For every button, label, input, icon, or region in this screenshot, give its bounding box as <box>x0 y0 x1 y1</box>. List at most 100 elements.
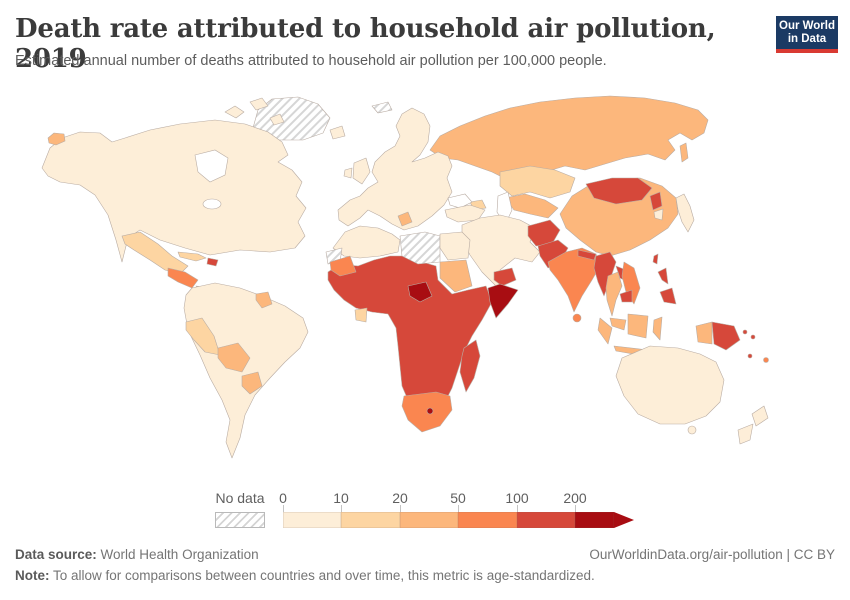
legend-tick-mark <box>458 505 459 512</box>
region-iceland[interactable] <box>329 125 346 140</box>
hudson-bay <box>194 149 229 183</box>
region-mauritania[interactable] <box>329 255 357 277</box>
region-north-africa-west[interactable] <box>332 225 401 259</box>
region-south-america[interactable] <box>183 282 309 459</box>
data-source-line: Data source: World Health Organization <box>15 547 259 562</box>
region-south-korea[interactable] <box>653 208 664 221</box>
region-egypt[interactable] <box>439 231 471 261</box>
legend-tick-mark <box>575 505 576 512</box>
region-north-america[interactable] <box>41 119 307 263</box>
region-nepal[interactable] <box>577 249 597 261</box>
legend-arrow-tip <box>614 512 634 528</box>
legend-tick-label: 10 <box>333 490 349 506</box>
note-value: To allow for comparisons between countri… <box>49 568 595 583</box>
region-middle-east[interactable] <box>461 214 541 289</box>
legend-color-segment[interactable] <box>283 512 341 528</box>
black-sea <box>447 193 473 209</box>
region-central-asia[interactable] <box>504 193 559 219</box>
region-solomon-islands[interactable] <box>742 329 748 335</box>
legend-tick-label: 20 <box>392 490 408 506</box>
region-hispaniola[interactable] <box>206 257 219 267</box>
region-sudan[interactable] <box>439 259 473 293</box>
legend-no-data-label: No data <box>215 490 265 506</box>
region-australia[interactable] <box>615 345 725 425</box>
region-philippines[interactable] <box>657 267 669 285</box>
region-tasmania[interactable] <box>687 425 697 435</box>
owid-attribution-link[interactable]: OurWorldinData.org/air-pollution | CC BY <box>589 547 835 562</box>
region-japan[interactable] <box>675 193 695 233</box>
region-philippines[interactable] <box>659 287 677 305</box>
region-kazakhstan[interactable] <box>499 165 576 199</box>
owid-logo-line2: in Data <box>787 33 827 45</box>
region-russia[interactable] <box>429 95 709 189</box>
legend-color-segment[interactable] <box>575 512 614 528</box>
region-india[interactable] <box>547 247 601 313</box>
region-indonesia[interactable] <box>627 313 649 339</box>
region-balkans[interactable] <box>397 211 413 227</box>
footer: Data source: World Health Organization O… <box>15 547 835 583</box>
region-mongolia[interactable] <box>585 177 653 205</box>
owid-logo[interactable]: Our World in Data <box>776 16 838 53</box>
region-somalia[interactable] <box>487 283 519 319</box>
region-new-zealand[interactable] <box>737 423 754 445</box>
legend-color-segment[interactable] <box>517 512 575 528</box>
note-label: Note: <box>15 568 50 583</box>
region-west-papua[interactable] <box>695 321 713 345</box>
region-uk[interactable] <box>352 157 371 185</box>
legend-tick-mark <box>400 505 401 512</box>
region-paraguay[interactable] <box>241 371 263 395</box>
region-indonesia[interactable] <box>597 317 613 345</box>
legend-tick-label: 100 <box>505 490 529 506</box>
region-north-korea[interactable] <box>649 191 663 211</box>
region-gabon[interactable] <box>354 307 368 323</box>
region-bolivia[interactable] <box>217 342 251 373</box>
region-vietnam[interactable] <box>621 261 641 305</box>
great-lakes <box>202 198 222 210</box>
region-sakhalin[interactable] <box>679 142 689 163</box>
region-taiwan[interactable] <box>652 253 659 265</box>
region-chukotka[interactable] <box>47 132 66 146</box>
region-thailand[interactable] <box>605 271 623 317</box>
legend-color-segment[interactable] <box>458 512 517 528</box>
owid-logo-accent-bar <box>776 49 838 53</box>
legend-tick-mark <box>283 505 284 512</box>
legend-tick-label: 0 <box>279 490 287 506</box>
region-ireland[interactable] <box>343 167 353 179</box>
region-malaysia[interactable] <box>609 317 627 331</box>
region-vanuatu[interactable] <box>747 353 753 359</box>
region-svalbard[interactable] <box>371 101 393 114</box>
region-papua-new-guinea[interactable] <box>711 321 741 351</box>
legend-no-data-swatch[interactable] <box>215 512 265 528</box>
data-source-value: World Health Organization <box>96 547 259 562</box>
data-source-label: Data source: <box>15 547 97 562</box>
region-arctic-islands[interactable] <box>249 97 269 111</box>
page-title: Death rate attributed to household air p… <box>15 14 716 74</box>
region-europe[interactable] <box>337 107 453 231</box>
world-choropleth-map <box>41 95 769 459</box>
region-indonesia[interactable] <box>652 316 663 341</box>
region-central-african-republic[interactable] <box>407 281 433 303</box>
legend-tick-label: 200 <box>563 490 587 506</box>
region-solomon-islands[interactable] <box>750 334 756 340</box>
map-legend: No data 0 10 20 50 100 200 <box>0 490 850 532</box>
region-sri-lanka[interactable] <box>572 313 582 323</box>
owid-logo-box: Our World in Data <box>776 16 838 49</box>
legend-color-segment[interactable] <box>400 512 458 528</box>
legend-tick-mark <box>517 505 518 512</box>
region-fiji[interactable] <box>763 357 769 363</box>
region-guyana[interactable] <box>255 291 273 309</box>
region-lesotho[interactable] <box>426 407 434 415</box>
region-arctic-islands[interactable] <box>224 105 245 119</box>
region-yemen[interactable] <box>493 267 517 287</box>
page-subtitle: Estimated annual number of deaths attrib… <box>15 53 607 69</box>
region-new-zealand[interactable] <box>751 405 769 427</box>
region-madagascar[interactable] <box>459 339 481 393</box>
legend-tick-label: 50 <box>450 490 466 506</box>
region-cuba[interactable] <box>177 251 207 262</box>
legend-color-segment[interactable] <box>341 512 400 528</box>
region-peru[interactable] <box>185 317 221 356</box>
region-arctic-islands[interactable] <box>269 113 285 126</box>
region-cambodia[interactable] <box>619 289 633 303</box>
note-line: Note: To allow for comparisons between c… <box>15 568 835 583</box>
